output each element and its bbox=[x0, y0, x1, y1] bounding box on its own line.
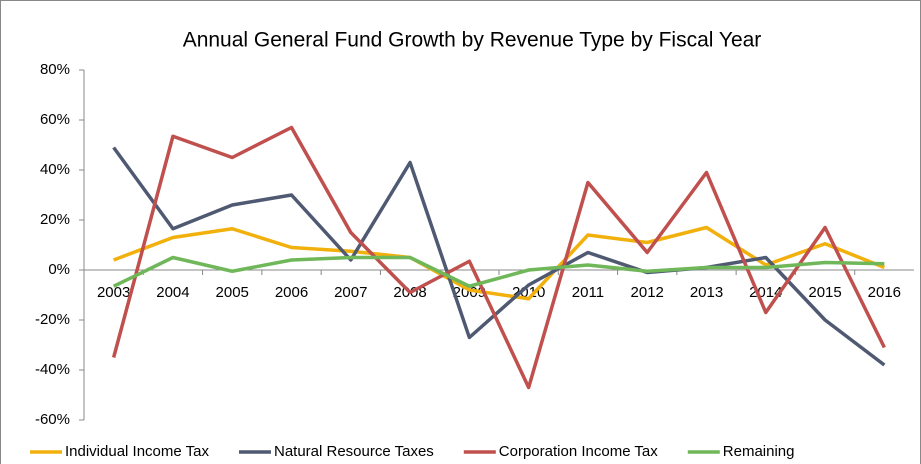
y-tick-label: 40% bbox=[40, 161, 70, 178]
chart-title: Annual General Fund Growth by Revenue Ty… bbox=[183, 29, 762, 52]
x-tick-label: 2013 bbox=[690, 284, 723, 301]
line-series bbox=[112, 255, 885, 288]
y-tick-label: 0% bbox=[48, 261, 70, 278]
x-tick-label: 2012 bbox=[631, 284, 664, 301]
y-tick-label: -40% bbox=[35, 361, 70, 378]
x-tick-label: 2015 bbox=[808, 284, 841, 301]
y-tick-label: 80% bbox=[40, 61, 70, 78]
legend-label: Remaining bbox=[723, 443, 795, 460]
x-tick-label: 2006 bbox=[275, 284, 308, 301]
y-tick-label: 20% bbox=[40, 211, 70, 228]
x-tick-label: 2003 bbox=[97, 284, 130, 301]
y-tick-label: -20% bbox=[35, 311, 70, 328]
legend-label: Corporation Income Tax bbox=[499, 443, 658, 460]
legend-label: Natural Resource Taxes bbox=[274, 443, 434, 460]
line-series bbox=[111, 125, 886, 390]
x-tick-label: 2007 bbox=[334, 284, 367, 301]
x-tick-label: 2016 bbox=[868, 284, 901, 301]
y-tick-label: -60% bbox=[35, 411, 70, 428]
x-tick-label: 2009 bbox=[453, 284, 486, 301]
line-series bbox=[112, 146, 886, 367]
x-tick-label: 2011 bbox=[572, 284, 604, 301]
x-tick-label: 2005 bbox=[216, 284, 249, 301]
y-tick-label: 60% bbox=[40, 111, 70, 128]
x-tick-label: 2004 bbox=[156, 284, 189, 301]
legend-label: Individual Income Tax bbox=[65, 443, 209, 460]
